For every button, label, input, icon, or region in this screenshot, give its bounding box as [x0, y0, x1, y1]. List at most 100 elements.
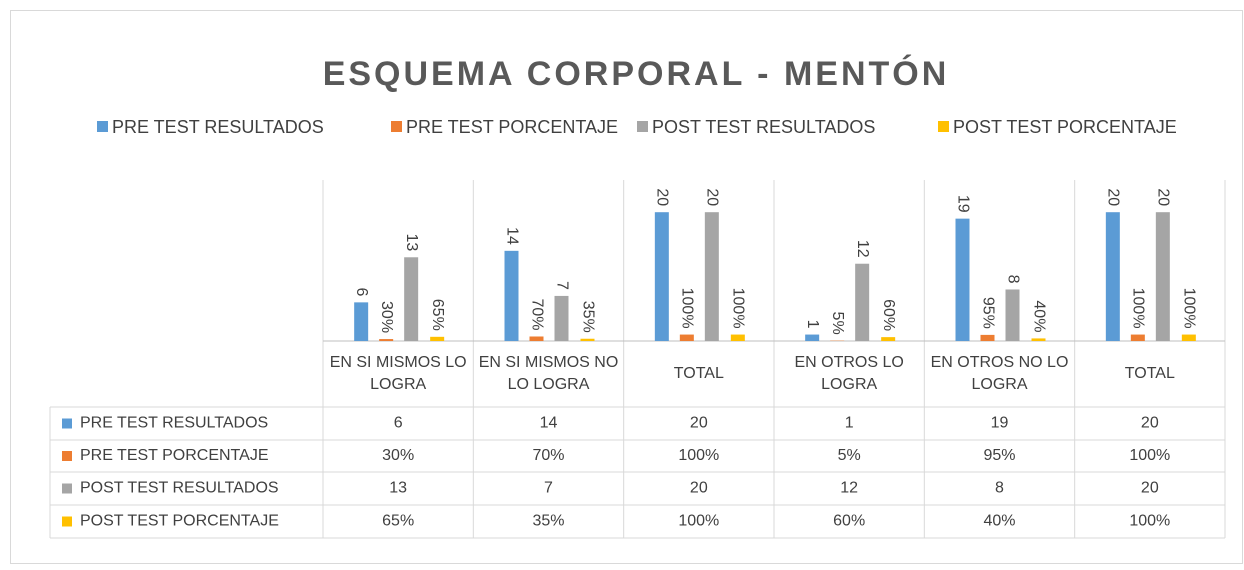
legend-swatch — [97, 121, 108, 132]
data-label: 20 — [654, 188, 671, 206]
data-label: 100% — [730, 288, 747, 329]
legend-label: POST TEST RESULTADOS — [652, 117, 875, 137]
bar — [981, 335, 995, 341]
data-label: 100% — [1130, 288, 1147, 329]
legend-label: PRE TEST PORCENTAJE — [406, 117, 618, 137]
table-cell: 70% — [532, 447, 564, 464]
table-cell: 8 — [995, 480, 1004, 497]
bar — [705, 212, 719, 341]
data-label: 14 — [503, 227, 520, 245]
table-cell: 95% — [983, 447, 1015, 464]
bar — [680, 335, 694, 341]
table-cell: 100% — [678, 513, 719, 530]
bar — [655, 212, 669, 341]
bar — [505, 251, 519, 341]
data-label: 6 — [353, 287, 370, 296]
bar — [354, 302, 368, 341]
table-cell: 12 — [840, 480, 858, 497]
bar — [379, 339, 393, 341]
table-cell: 6 — [394, 415, 403, 432]
bar — [855, 264, 869, 341]
category-cell: EN SI MISMOS NO LO LOGRA — [473, 342, 623, 406]
bar — [1182, 335, 1196, 341]
bar — [956, 219, 970, 341]
table-cell: 1 — [845, 415, 854, 432]
data-label: 60% — [880, 299, 897, 331]
bar — [430, 337, 444, 341]
data-label: 8 — [1004, 275, 1021, 284]
x-tick-label: TOTAL — [624, 342, 774, 406]
table-cell: 7 — [544, 480, 553, 497]
bar — [404, 257, 418, 341]
table-cell: 20 — [1141, 415, 1159, 432]
category-cell: EN SI MISMOS LO LOGRA — [323, 342, 473, 406]
bar — [530, 336, 544, 341]
table-row-label: PRE TEST PORCENTAJE — [80, 447, 268, 464]
table-legend-key — [62, 484, 72, 494]
table-cell: 30% — [382, 447, 414, 464]
table-legend-key — [62, 451, 72, 461]
category-cell: EN OTROS LO LOGRA — [774, 342, 924, 406]
table-cell: 20 — [1141, 480, 1159, 497]
legend-label: POST TEST PORCENTAJE — [953, 117, 1177, 137]
bar — [1032, 338, 1046, 341]
table-row-label: POST TEST PORCENTAJE — [80, 513, 279, 530]
legend-label: PRE TEST RESULTADOS — [112, 117, 324, 137]
data-label: 65% — [429, 299, 446, 331]
bar — [1156, 212, 1170, 341]
bar — [805, 335, 819, 341]
data-label: 40% — [1030, 300, 1047, 332]
x-tick-label: EN SI MISMOS NO LO LOGRA — [473, 342, 623, 406]
table-cell: 20 — [690, 415, 708, 432]
data-label: 5% — [829, 312, 846, 335]
data-label: 100% — [679, 288, 696, 329]
legend-swatch — [938, 121, 949, 132]
table-cell: 19 — [991, 415, 1009, 432]
data-label: 95% — [979, 297, 996, 329]
table-cell: 13 — [389, 480, 407, 497]
table-cell: 5% — [838, 447, 861, 464]
x-tick-label: EN OTROS LO LOGRA — [774, 342, 924, 406]
data-label: 20 — [1105, 188, 1122, 206]
data-label: 12 — [854, 240, 871, 258]
data-label: 7 — [553, 281, 570, 290]
table-cell: 65% — [382, 513, 414, 530]
table-cell: 100% — [678, 447, 719, 464]
table-row-label: PRE TEST RESULTADOS — [80, 415, 268, 432]
data-label: 1 — [804, 320, 821, 329]
bar — [881, 337, 895, 341]
data-label: 70% — [528, 298, 545, 330]
x-tick-label: EN SI MISMOS LO LOGRA — [323, 342, 473, 406]
data-label: 100% — [1181, 288, 1198, 329]
table-cell: 100% — [1129, 447, 1170, 464]
category-cell: TOTAL — [624, 342, 774, 406]
bar — [1006, 289, 1020, 341]
category-cell: EN OTROS NO LO LOGRA — [924, 342, 1074, 406]
table-row-label: POST TEST RESULTADOS — [80, 480, 279, 497]
table-legend-key — [62, 517, 72, 527]
table-cell: 100% — [1129, 513, 1170, 530]
table-cell: 60% — [833, 513, 865, 530]
category-cell: TOTAL — [1075, 342, 1225, 406]
x-tick-label: EN OTROS NO LO LOGRA — [924, 342, 1074, 406]
data-label: 13 — [403, 233, 420, 251]
data-label: 19 — [954, 195, 971, 213]
table-cell: 35% — [532, 513, 564, 530]
data-label: 20 — [1155, 188, 1172, 206]
table-cell: 20 — [690, 480, 708, 497]
data-label: 30% — [378, 301, 395, 333]
legend-swatch — [391, 121, 402, 132]
bar — [731, 335, 745, 341]
bar — [581, 339, 595, 341]
bar — [555, 296, 569, 341]
bar — [1106, 212, 1120, 341]
table-legend-key — [62, 419, 72, 429]
table-cell: 40% — [983, 513, 1015, 530]
bar — [1131, 335, 1145, 341]
x-tick-label: TOTAL — [1075, 342, 1225, 406]
data-label: 35% — [579, 301, 596, 333]
table-cell: 14 — [540, 415, 558, 432]
chart-title: ESQUEMA CORPORAL - MENTÓN — [323, 55, 950, 93]
data-label: 20 — [704, 188, 721, 206]
